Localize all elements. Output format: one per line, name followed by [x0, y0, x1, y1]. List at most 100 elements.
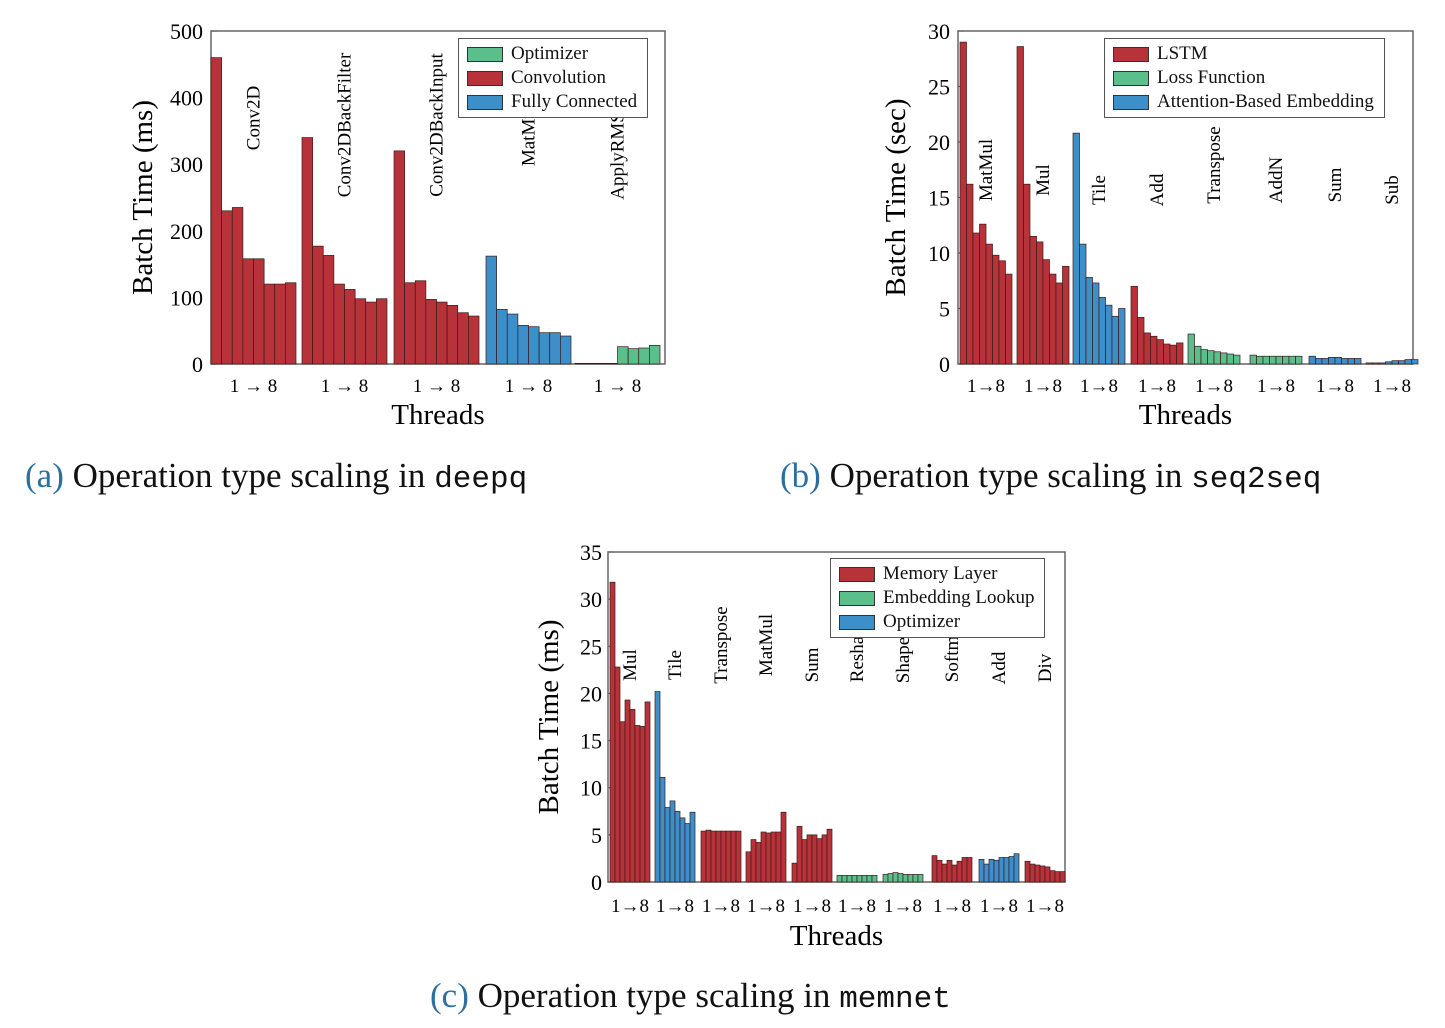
bar-group-conv2d: Conv2D 1 → 8 — [210, 57, 297, 397]
bar — [659, 776, 666, 883]
bar — [436, 301, 448, 365]
bar-group-add: Add 1→8 — [1130, 173, 1184, 397]
legend-item: Memory Layer — [839, 562, 1034, 586]
legend-swatch — [1113, 46, 1149, 62]
bar — [1085, 277, 1093, 365]
bar — [1036, 241, 1044, 365]
bar — [528, 326, 540, 365]
bar — [966, 857, 973, 883]
caption-a: (a) Operation type scaling in deepq — [25, 456, 527, 497]
bar-group-conv2dbackinput: Conv2DBackInput 1 → 8 — [393, 53, 480, 397]
group-label: MatMul — [756, 614, 777, 676]
thread-range-label: 1 → 8 — [505, 376, 553, 397]
bar — [988, 859, 995, 883]
bar — [979, 223, 987, 365]
bar — [735, 830, 742, 883]
bar — [841, 875, 848, 883]
bar — [1249, 354, 1257, 365]
legend-item: Fully Connected — [467, 90, 637, 114]
legend-item: Attention-Based Embedding — [1113, 90, 1374, 114]
bar — [654, 691, 661, 883]
bar — [897, 873, 904, 883]
legend-swatch — [839, 590, 875, 606]
bar-group-matmul: MatMul 1 → 8 — [485, 104, 572, 397]
bar — [496, 309, 508, 365]
bar — [936, 859, 943, 883]
legend-item: Embedding Lookup — [839, 586, 1034, 610]
bar-group-mul: Mul 1→8 — [1016, 46, 1070, 397]
bar — [1072, 132, 1080, 365]
bar — [1023, 183, 1031, 365]
bar — [705, 829, 712, 883]
thread-range-label: 1→8 — [967, 376, 1005, 397]
bar-group-shape: Shape 1→8 — [882, 637, 924, 917]
legend-item: LSTM — [1113, 42, 1374, 66]
bar — [846, 875, 853, 883]
y-tick-label: 35 — [580, 540, 602, 565]
group-label: Transpose — [1204, 126, 1225, 203]
thread-range-label: 1→8 — [611, 896, 649, 917]
bar — [1163, 343, 1171, 365]
group-label: Mul — [1033, 164, 1054, 196]
bar — [1034, 864, 1041, 883]
bar — [684, 823, 691, 883]
caption-a-code: deepq — [434, 462, 528, 497]
bar — [1005, 273, 1013, 365]
caption-c-text: Operation type scaling in — [477, 976, 840, 1015]
bar — [946, 859, 953, 883]
bar — [253, 258, 265, 365]
bar — [866, 875, 873, 883]
bar — [1262, 355, 1270, 365]
group-label: MatMul — [519, 104, 540, 166]
legend-swatch — [467, 46, 503, 62]
bar — [902, 874, 909, 883]
bar-group-matmul: MatMul 1→8 — [745, 614, 787, 917]
bar — [998, 857, 1005, 883]
bar — [821, 834, 828, 883]
bar — [700, 830, 707, 883]
bar — [669, 800, 676, 883]
bar — [1385, 361, 1393, 365]
caption-c: (c) Operation type scaling in memnet — [430, 976, 951, 1017]
bar — [1334, 356, 1342, 365]
bar — [393, 150, 405, 365]
bar — [231, 207, 244, 365]
y-axis-label: Batch Time (ms) — [127, 100, 159, 295]
bar — [1321, 358, 1329, 365]
bar — [1044, 866, 1051, 883]
bar — [1269, 355, 1277, 365]
bar — [826, 828, 833, 883]
bar — [595, 362, 608, 365]
y-tick-label: 15 — [580, 729, 602, 754]
legend-chart-a: Optimizer Convolution Fully Connected — [458, 38, 649, 118]
thread-range-label: 1→8 — [1026, 896, 1064, 917]
bar — [1308, 355, 1316, 365]
x-axis-label: Threads — [1139, 399, 1232, 431]
bar — [1105, 304, 1113, 365]
legend-label: Attention-Based Embedding — [1157, 91, 1374, 112]
legend-label: Loss Function — [1157, 67, 1266, 88]
bar — [1194, 345, 1202, 365]
bar — [1042, 259, 1050, 365]
bar-group-sum: Sum 1→8 — [1308, 167, 1362, 397]
bar — [1200, 349, 1208, 365]
bar — [606, 362, 618, 365]
bar — [627, 348, 640, 365]
bar — [404, 282, 416, 365]
bar — [750, 839, 757, 883]
thread-range-label: 1→8 — [1257, 376, 1295, 397]
bar — [907, 874, 914, 883]
bar — [806, 834, 813, 883]
bar — [549, 332, 561, 365]
y-axis-label: Batch Time (sec) — [880, 98, 912, 296]
y-tick-label: 400 — [170, 86, 203, 111]
y-tick-label: 20 — [928, 130, 950, 155]
bar — [301, 137, 313, 365]
bar — [1365, 362, 1373, 365]
bar — [1049, 870, 1056, 883]
bar — [376, 298, 388, 365]
bar — [992, 254, 1000, 365]
bar-group-addn: AddN 1→8 — [1249, 157, 1303, 397]
bar — [649, 345, 661, 365]
bar — [689, 811, 696, 883]
